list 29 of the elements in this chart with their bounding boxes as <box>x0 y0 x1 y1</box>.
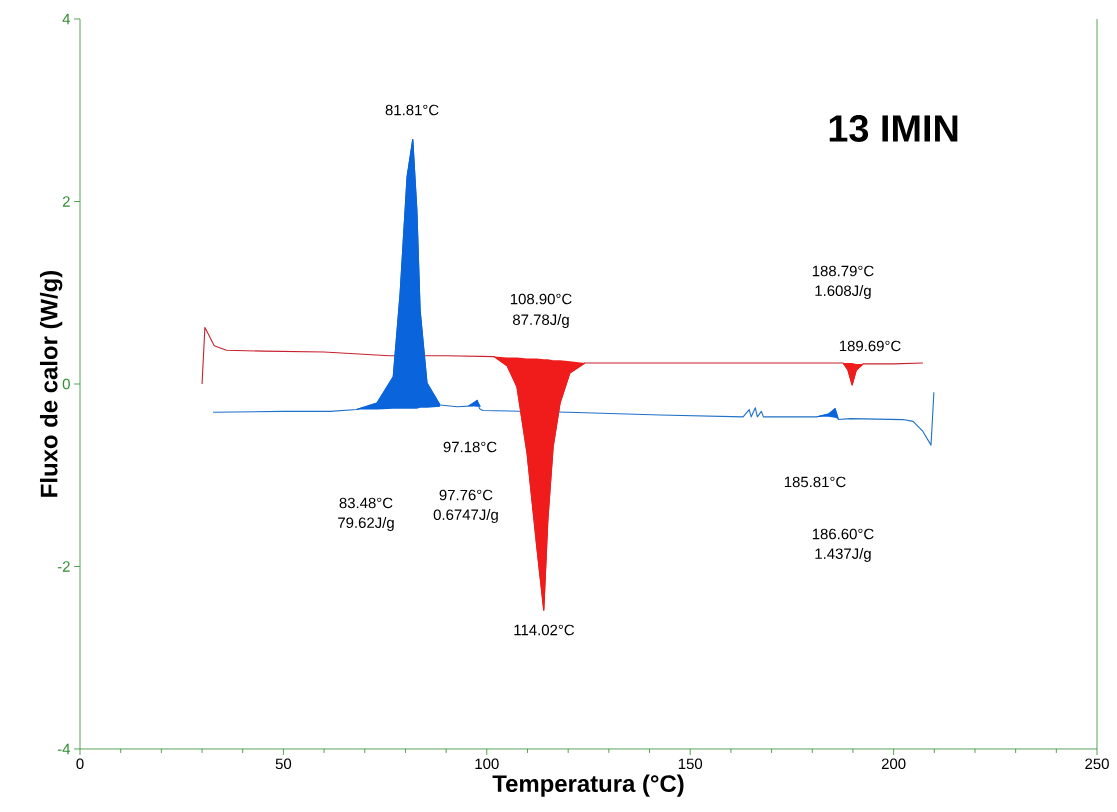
annotation: 0.6747J/g <box>433 509 498 523</box>
annotation: 114.02°C <box>514 624 575 636</box>
x-axis-title: Temperatura (°C) <box>492 774 684 797</box>
annotation: 186.60°C <box>812 528 874 540</box>
annotation: 97.76°C <box>439 489 493 501</box>
annotation: 108.90°C <box>510 293 572 305</box>
annotation: 1.608J/g <box>815 285 871 299</box>
x-tick-label: 0 <box>76 758 84 770</box>
y-axis-title: Fluxo de calor (W/g) <box>39 270 63 497</box>
y-tick-label: -2 <box>57 561 70 572</box>
annotation: 185.81°C <box>784 476 846 488</box>
y-tick-label: 2 <box>62 196 70 207</box>
annotation: 83.48°C <box>339 497 393 509</box>
y-tick-label: 4 <box>62 13 71 25</box>
x-tick-label: 150 <box>678 758 703 770</box>
x-tick-label: 50 <box>275 758 292 770</box>
x-tick-label: 200 <box>881 758 906 770</box>
annotation: 81.81°C <box>385 104 439 116</box>
annotation: 87.78J/g <box>513 314 569 328</box>
annotation: 189.69°C <box>839 340 901 352</box>
x-tick-label: 250 <box>1085 758 1109 770</box>
text: 13 IMIN <box>829 115 958 142</box>
y-tick-label: -4 <box>57 743 71 755</box>
x-tick-label: 100 <box>475 758 499 770</box>
annotation: 1.437J/g <box>815 547 871 562</box>
annotation: 97.18°C <box>443 441 497 453</box>
y-tick-label: 0 <box>62 378 70 390</box>
annotation: 79.62J/g <box>338 517 394 531</box>
annotation: 188.79°C <box>812 265 874 277</box>
